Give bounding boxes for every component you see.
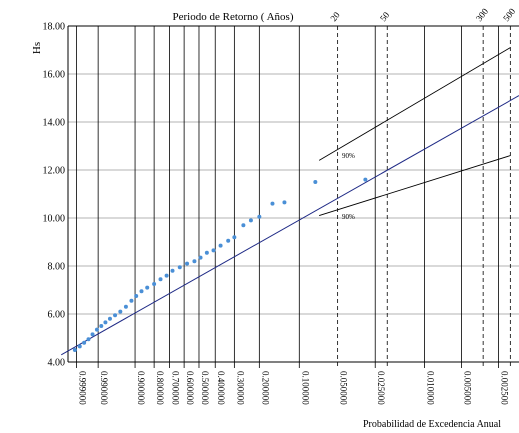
data-point <box>198 255 203 260</box>
return-period-label: 50 <box>378 10 392 24</box>
data-point <box>170 268 175 273</box>
return-period-label: 20 <box>328 10 342 24</box>
y-tick-label: 10.00 <box>43 214 66 225</box>
x-tick-label: 0.010000 <box>425 371 435 405</box>
data-point <box>139 289 144 294</box>
data-point <box>145 285 150 290</box>
x-tick-label: 0.600000 <box>185 371 195 405</box>
confidence-lines <box>318 47 511 217</box>
data-points <box>72 177 368 352</box>
data-point <box>90 332 95 337</box>
data-point <box>99 324 104 328</box>
data-point <box>185 261 190 266</box>
data-point <box>248 218 253 223</box>
x-tick-label: 0.005000 <box>462 371 472 405</box>
chart-title: Periodo de Retorno ( Años) <box>173 11 294 23</box>
data-point <box>282 200 287 205</box>
y-tick-label: 4.00 <box>48 358 66 369</box>
data-point <box>363 177 368 182</box>
x-tick-label: 0.990000 <box>99 371 109 405</box>
x-tick-label: 0.800000 <box>155 371 165 405</box>
x-tick-label: 0.002500 <box>499 371 509 405</box>
x-tick-label: 0.500000 <box>200 371 210 405</box>
data-point <box>313 180 318 184</box>
data-point <box>211 248 216 253</box>
ci-upper-line <box>318 47 511 161</box>
data-point <box>82 340 87 345</box>
return-period-label: 300 <box>474 6 490 23</box>
x-tick-label: 0.300000 <box>235 371 245 405</box>
data-point <box>134 294 139 298</box>
x-tick-label: 0.999000 <box>78 371 88 405</box>
x-tick-label: 0.025000 <box>376 371 386 405</box>
data-point <box>72 348 77 352</box>
data-point <box>152 282 157 286</box>
data-point <box>129 298 134 303</box>
data-point <box>232 235 237 240</box>
x-tick-label: 0.900000 <box>136 371 146 405</box>
data-point <box>107 316 112 321</box>
fit-line-layer <box>60 95 519 356</box>
y-tick-label: 6.00 <box>48 310 66 321</box>
tick-labels: 4.00 6.00 8.00 10.00 12.00 14.00 16.00 18.00 0.9… <box>43 6 518 405</box>
data-point <box>94 327 99 332</box>
x-tick-label: 0.700000 <box>171 371 181 405</box>
data-point <box>86 337 91 342</box>
data-point <box>113 313 118 318</box>
y-axis-label: Hs <box>31 42 43 54</box>
data-point <box>241 223 246 228</box>
y-tick-label: 8.00 <box>48 262 66 273</box>
x-axis-label: Probabilidad de Excedencia Anual <box>363 419 501 430</box>
data-point <box>123 304 128 309</box>
data-point <box>218 243 223 248</box>
x-tick-label: 0.400000 <box>216 371 226 405</box>
data-point <box>177 265 182 270</box>
ci-upper-label: 90% <box>342 152 355 160</box>
x-tick-label: 0.100000 <box>300 371 310 405</box>
y-tick-label: 16.00 <box>43 70 66 81</box>
y-tick-label: 14.00 <box>43 118 66 129</box>
data-point <box>270 201 275 206</box>
y-tick-label: 18.00 <box>43 22 66 33</box>
x-tick-label: 0.200000 <box>260 371 270 405</box>
data-point <box>158 277 163 282</box>
data-point <box>192 259 197 264</box>
data-point <box>118 309 123 314</box>
ci-lower-label: 90% <box>342 213 355 221</box>
return-period-label: 500 <box>501 6 517 23</box>
data-point <box>226 238 231 243</box>
x-tick-label: 0.050000 <box>339 371 349 405</box>
grid-layer <box>67 25 519 368</box>
data-point <box>103 320 108 325</box>
data-point <box>204 250 209 255</box>
ci-lower-line <box>319 155 511 217</box>
data-point <box>164 273 169 278</box>
data-point <box>257 214 262 219</box>
data-point <box>77 344 82 349</box>
y-tick-label: 12.00 <box>43 166 66 177</box>
fit-line <box>60 95 519 356</box>
